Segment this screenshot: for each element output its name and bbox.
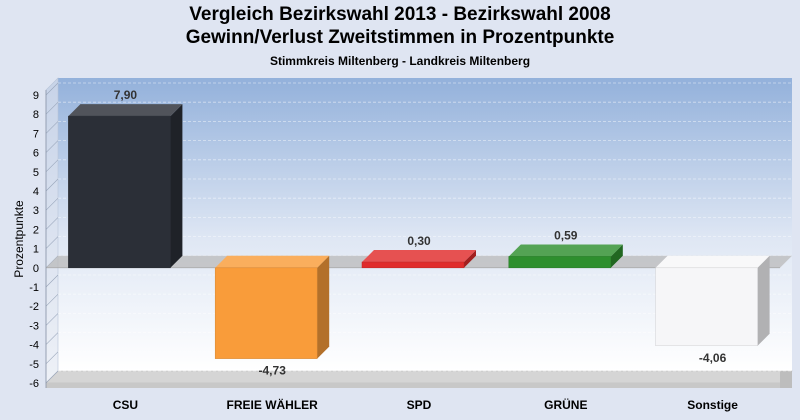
y-tick-label: -4 (29, 340, 39, 352)
category-label: GRÜNE (544, 397, 587, 412)
y-tick-label: -3 (29, 320, 39, 332)
chart-title-line-2: Gewinn/Verlust Zweitstimmen in Prozentpu… (185, 27, 615, 48)
bar-front-face (508, 256, 612, 269)
category-label: FREIE WÄHLER (227, 397, 319, 412)
grid-line-side (45, 255, 59, 269)
bar-side-face (464, 250, 476, 268)
grid-line-side (45, 140, 59, 153)
y-tick-label: 3 (33, 205, 39, 217)
y-tick-label: -6 (29, 378, 39, 390)
y-tick-label: 9 (33, 90, 39, 102)
plot-floor (45, 370, 793, 384)
data-label: -4,06 (699, 351, 727, 365)
bar-top-face (508, 244, 623, 257)
data-label: -4,73 (259, 364, 287, 378)
y-tick-label: 7 (33, 128, 39, 140)
bar-freie-wähler[interactable] (214, 255, 330, 359)
grid-line-side (45, 121, 59, 134)
bar-front-face (655, 267, 758, 347)
y-tick-label: -5 (29, 359, 39, 371)
bar-side-face (757, 255, 770, 346)
category-label: CSU (113, 398, 138, 412)
bar-top-face (655, 255, 770, 268)
y-tick-label: -1 (29, 282, 39, 294)
bar-front-face (361, 261, 465, 269)
grid-line-side (45, 217, 59, 230)
grid-line-side (45, 159, 59, 173)
category-label: Sonstige (687, 398, 738, 412)
plot-right-edge (780, 371, 792, 388)
bar-csu[interactable] (68, 104, 183, 269)
bar-spd[interactable] (361, 250, 476, 269)
grid-line-side (45, 236, 59, 249)
y-tick-label: 2 (33, 224, 39, 236)
y-tick-label: 5 (33, 167, 39, 179)
data-label: 7,90 (114, 88, 138, 102)
y-axis-label: Prozentpunkte (12, 200, 26, 278)
grid-line-side (45, 274, 59, 288)
y-tick-label: 6 (33, 148, 39, 160)
grid-line-side (45, 332, 59, 345)
grid-line-side (45, 197, 59, 211)
grid-line-side (45, 293, 59, 307)
y-tick-label: 1 (33, 244, 39, 256)
bar-front-face (68, 115, 171, 269)
bar-top-face (362, 250, 476, 263)
category-label: SPD (407, 398, 432, 412)
plot-left-wall (45, 77, 59, 384)
grid-line-side (45, 370, 59, 384)
chart-subtitle: Stimmkreis Miltenberg - Landkreis Milten… (269, 54, 531, 68)
y-tick-label: -2 (29, 301, 39, 313)
grid-line-side (45, 82, 59, 96)
bar-side-face (317, 255, 330, 359)
bar-sonstige[interactable] (655, 255, 770, 347)
y-tick-label: 8 (33, 109, 39, 121)
data-label: 0,30 (407, 234, 431, 248)
grid-line-side (45, 101, 59, 115)
bar-front-face (214, 267, 318, 359)
y-tick-label: 4 (33, 186, 39, 198)
bar-grüne[interactable] (508, 244, 623, 269)
bar-top-face (215, 255, 330, 268)
bar-top-face (68, 104, 183, 117)
grid-line-side (45, 178, 59, 192)
data-label: 0,59 (554, 228, 578, 242)
grid-line-side (45, 351, 59, 365)
bar-side-face (170, 104, 183, 268)
plot-floor-edge (46, 383, 780, 388)
bar-side-face (610, 244, 623, 268)
y-tick-label: 0 (33, 263, 39, 275)
grid-line-side (45, 313, 59, 326)
chart-title: Vergleich Bezirkswahl 2013 - Bezirkswahl… (189, 4, 611, 25)
